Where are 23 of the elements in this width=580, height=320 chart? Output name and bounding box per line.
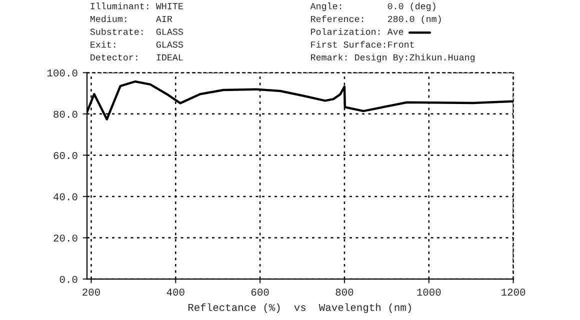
x-tick-label: 1200 — [502, 288, 526, 296]
y-tick-label: 40.0 — [53, 193, 78, 200]
y-tick-label: 60.0 — [54, 152, 78, 160]
text: Remark: Design By:Zhikun.Huang — [311, 54, 475, 62]
x-tick-label: 400 — [166, 288, 184, 296]
x-tick-label: 600 — [251, 288, 269, 296]
text: First Surface:Front — [311, 40, 414, 48]
text: Reference: 280.0 (nm) — [311, 15, 441, 24]
x-axis-title: Reflectance (%) vs Wavelength (nm) — [188, 303, 411, 314]
text: Illuminant: WHITE — [90, 2, 183, 10]
text: Polarization: Ave — [311, 28, 404, 35]
text: Detector: IDEAL — [90, 54, 183, 60]
y-tick-label: 80.0 — [54, 110, 78, 118]
text: Exit: GLASS — [90, 40, 183, 48]
text: Substrate: GLASS — [90, 28, 183, 35]
y-tick-label: 0.0 — [60, 276, 78, 283]
x-tick-label: 800 — [336, 288, 354, 296]
y-tick-label: 20.0 — [54, 234, 78, 242]
text: Angle: 0.0 (deg) — [310, 2, 436, 12]
x-tick-label: 1000 — [417, 288, 441, 296]
y-tick-label: 100.0 — [47, 69, 78, 77]
text: Medium: AIR — [90, 15, 172, 22]
x-tick-label: 200 — [82, 288, 100, 296]
